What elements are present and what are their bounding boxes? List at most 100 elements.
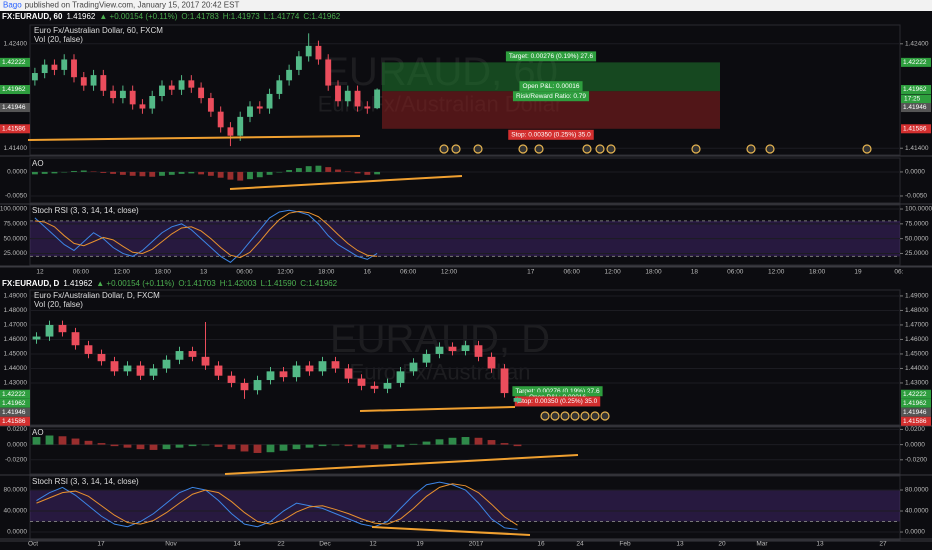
pnl-label-bg [519,81,583,92]
price-label-left-bg [0,57,30,67]
price-label: 1.41586 [903,126,927,133]
price-label-left-bg [0,103,30,113]
candle-body [500,368,509,394]
ao-bar [71,438,80,445]
pane-title: Stoch RSI (3, 3, 14, 14, close) [32,206,139,215]
candle-body [129,90,136,105]
price-label: 1.41946 [903,409,927,416]
price-label: 1.41962 [903,86,927,93]
event-icon [691,144,701,154]
price-label: 1.41586 [903,418,927,425]
x-tick-label: 06:00 [400,269,417,276]
candle-body [396,371,405,383]
y-tick-label: 1.42400 [905,41,929,48]
candle-body [100,75,107,91]
ao-bar [357,444,366,448]
ao-bar [123,444,132,448]
ao-bar [448,437,457,445]
ao-bar [129,171,136,176]
pane-frame [29,426,901,475]
ao-bar [217,171,224,178]
ao-bar [188,171,195,174]
candle-body [266,93,273,109]
publish-text: Bago [3,1,22,10]
ao-bar [149,171,156,177]
price-label-left: 1.41586 [2,418,26,425]
y-tick-label: 100.0000 [0,206,27,213]
price-label-bg [901,416,931,426]
event-icon [582,144,592,154]
ao-bar [370,444,379,450]
ao-bar [139,171,146,177]
candle-body [237,116,244,136]
candle-body [41,64,48,74]
ao-bar [71,170,77,172]
candle-body [123,365,132,372]
candle-body [256,106,263,109]
y-tick-label: 80.0000 [905,487,929,494]
y-tick-label: 1.47000 [905,322,929,329]
candle-body [474,345,483,357]
y-tick-label: 0.0200 [905,426,925,433]
candle-body [198,87,205,99]
x-tick-label: 06:00 [727,269,744,276]
countdown-bg [901,94,931,104]
candle-body [295,56,302,70]
trend-line [371,526,531,536]
candle-body [487,356,496,369]
stoch-line [34,210,378,259]
target-label: Target: 0.00276 (0.19%) 27.6 [515,388,600,395]
candle-body [227,375,236,383]
price-label-left-bg [0,389,30,399]
price-label-bg [901,124,931,134]
x-tick-label: Dec [319,541,331,548]
trend-line [27,135,361,141]
pane-frame [29,204,901,266]
ao-bar [325,167,332,172]
ao-bar [51,171,58,174]
x-tick-label: 12:00 [114,269,131,276]
x-tick-label: 13 [816,541,824,548]
countdown: 17:25 [904,96,921,103]
ao-bar [292,444,301,450]
candle-body [461,345,470,352]
candle-body [80,77,87,86]
candle-body [97,353,106,362]
x-tick-label: 20 [718,541,726,548]
candle-body [422,353,431,363]
y-tick-label: 1.41400 [4,145,28,152]
candle-body [139,104,146,109]
y-tick-label: 50.0000 [905,235,929,242]
x-tick-label: 12 [36,269,44,276]
symbol-info: O:1.41783 [181,12,219,21]
trend-line [359,406,516,412]
x-tick-label: 17 [527,269,535,276]
candle-body [383,382,392,389]
candle-body [354,90,361,107]
ao-bar [335,169,341,172]
price-label: 1.42222 [903,391,927,398]
x-tick-label: 13 [200,269,208,276]
ao-bar [286,170,293,172]
price-label-left-bg [0,124,30,134]
ao-bar [247,171,253,180]
stop-label: Stop: 0.00350 (0.25%) 35.0 [518,398,598,405]
price-label-bg [901,103,931,113]
x-tick-label: 06:00 [564,269,581,276]
pane-frame [29,157,901,204]
x-tick-label: Mar [756,541,768,548]
symbol-info: H:1.42003 [220,279,257,288]
price-label-left-bg [0,416,30,426]
candle-body [279,371,288,378]
ao-bar [227,171,234,180]
ao-bar [253,444,262,453]
y-tick-label: 0.0000 [7,441,27,448]
price-label-left: 1.41962 [2,86,26,93]
event-icon [560,411,570,421]
y-tick-label: 1.44000 [905,365,929,372]
event-icon [540,411,550,421]
y-tick-label: 1.48000 [4,307,28,314]
y-tick-label: -0.0200 [905,457,927,464]
symbol-info: 1.41962 [66,12,95,21]
